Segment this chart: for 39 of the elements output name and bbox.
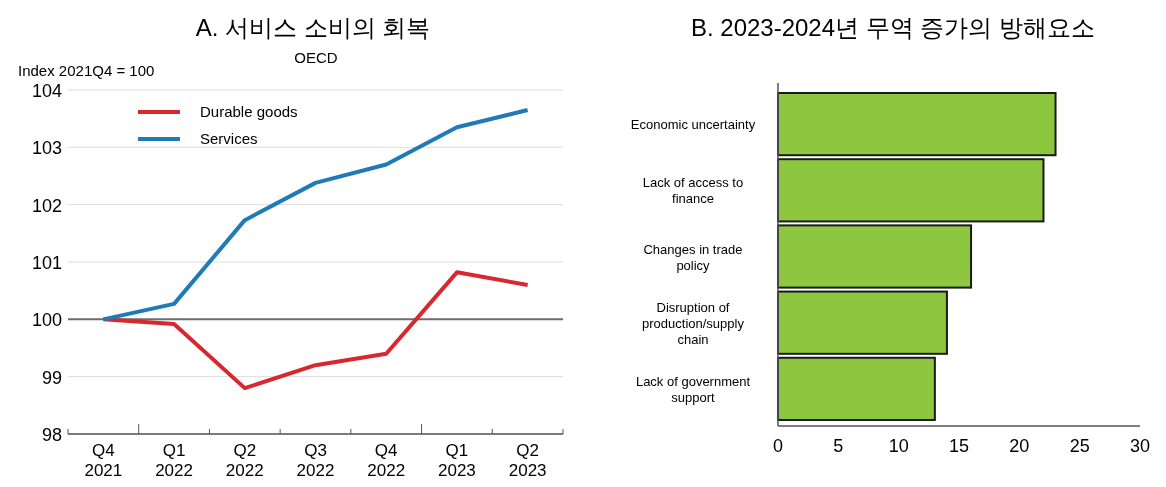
line-series [101,270,530,391]
y-tick-label: Disruption of production/supply chain [642,299,745,347]
line-series [101,108,530,322]
bar [777,290,948,355]
y-tick-label: 100 [31,310,62,331]
chart-subtitle: OECD [294,49,338,66]
x-tick-label: 20 [1009,436,1030,456]
x-tick-label: 30 [1129,436,1151,456]
y-tick-label: 101 [31,253,62,273]
x-tick-label: Q1 2022 [155,441,193,480]
y-tick-label: Lack of access to finance [642,175,744,207]
bar [777,92,1057,157]
x-tick-label: Q4 2022 [367,441,406,480]
x-tick-label: Q2 2022 [225,441,264,480]
y-tick-label: Lack of government support [635,373,751,405]
y-axis-title: Index 2021Q4 = 100 [18,62,155,79]
x-tick-label: 0 [772,436,784,456]
y-tick-label: 103 [31,138,62,159]
x-tick-label: 15 [948,436,970,456]
bar [777,356,936,421]
bar [777,158,1045,223]
y-tick-label: 102 [31,195,62,216]
x-tick-label: Q1 2023 [438,441,476,480]
y-tick-label: Changes in trade policy [643,241,743,273]
legend-label: Services [200,130,258,147]
chart-title: A. 서비스 소비의 회복 [195,14,431,41]
x-tick-label: Q4 2021 [84,441,123,480]
x-tick-label: 25 [1069,436,1090,456]
x-tick-label: 5 [833,436,844,456]
y-tick-label: 99 [41,367,62,388]
legend-label: Durable goods [200,103,298,120]
x-tick-label: 10 [888,436,909,456]
x-tick-label: Q2 2023 [508,441,547,480]
x-tick-label: Q3 2022 [296,441,335,480]
chart-title: B. 2023-2024년 무역 증가의 방해요소 [690,14,1096,41]
y-tick-label: 98 [41,425,62,445]
y-tick-label: 104 [31,81,62,101]
y-tick-label: Economic uncertainty [630,117,756,133]
bar [777,224,973,289]
